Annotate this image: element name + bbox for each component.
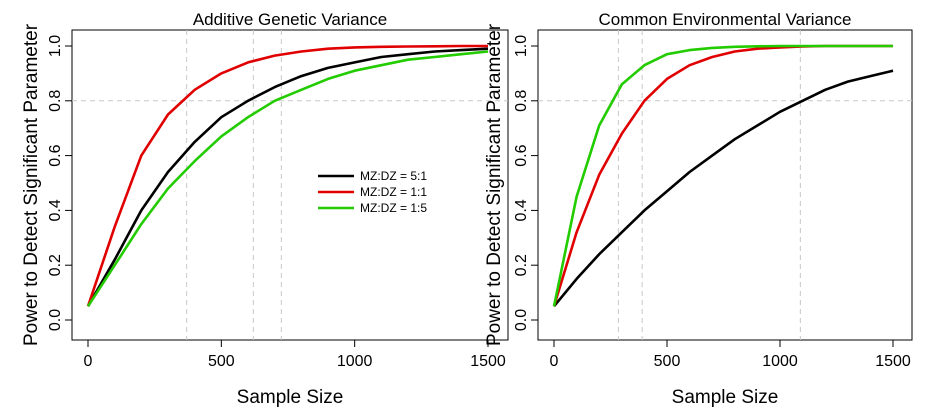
x-tick-label: 1000 <box>762 353 798 370</box>
x-tick-label: 0 <box>84 353 93 370</box>
x-axis-ticks: 0 500 1000 1500 <box>84 340 506 370</box>
y-tick-label: 0.0 <box>513 309 530 331</box>
series-line <box>86 44 488 307</box>
x-tick-label: 1500 <box>470 353 506 370</box>
series-line <box>86 47 489 307</box>
reference-lines <box>538 30 912 340</box>
y-tick-label: 1.0 <box>513 35 530 57</box>
reference-lines <box>72 30 508 340</box>
panel-common-environmental: 0 500 1000 1500 0.0 0.2 0.4 0.6 0.8 1.0 Common E… <box>484 10 913 408</box>
y-tick-label: 0.4 <box>513 199 530 221</box>
y-axis-ticks: 0.0 0.2 0.4 0.6 0.8 1.0 <box>47 35 72 331</box>
panel-additive-genetic: 0 500 1000 1500 0.0 0.2 0.4 0.6 0.8 1.0 Additive… <box>21 10 509 408</box>
x-tick-label: 500 <box>208 353 235 370</box>
series-line <box>552 44 893 307</box>
legend-label: MZ:DZ = 1:5 <box>360 201 427 215</box>
chart-title: Additive Genetic Variance <box>193 10 387 29</box>
series-lines <box>552 44 894 308</box>
y-tick-label: 1.0 <box>47 35 64 57</box>
y-axis-label: Power to Detect Significant Parameter <box>484 23 505 346</box>
y-tick-label: 0.6 <box>513 144 530 166</box>
legend: MZ:DZ = 5:1 MZ:DZ = 1:1 MZ:DZ = 1:5 <box>318 169 427 215</box>
x-axis-ticks: 0 500 1000 1500 <box>550 340 911 370</box>
legend-label: MZ:DZ = 5:1 <box>360 169 427 183</box>
chart-title: Common Environmental Variance <box>599 10 852 29</box>
plot-area-common-environmental <box>537 29 913 341</box>
x-tick-label: 0 <box>550 353 559 370</box>
x-tick-label: 500 <box>654 353 681 370</box>
x-tick-label: 1000 <box>337 353 373 370</box>
x-tick-label: 1500 <box>875 353 911 370</box>
y-tick-label: 0.2 <box>47 254 64 276</box>
y-tick-label: 0.0 <box>47 309 64 331</box>
series-line <box>552 69 894 308</box>
series-line <box>86 50 489 308</box>
x-axis-label: Sample Size <box>237 387 344 408</box>
x-axis-label: Sample Size <box>672 387 779 408</box>
y-axis-label: Power to Detect Significant Parameter <box>21 23 42 346</box>
y-tick-label: 0.4 <box>47 199 64 221</box>
y-tick-label: 0.8 <box>47 90 64 112</box>
series-line <box>552 44 893 307</box>
series-lines <box>86 44 489 308</box>
y-axis-ticks: 0.0 0.2 0.4 0.6 0.8 1.0 <box>513 35 538 331</box>
y-tick-label: 0.6 <box>47 144 64 166</box>
legend-label: MZ:DZ = 1:1 <box>360 185 427 199</box>
y-tick-label: 0.2 <box>513 254 530 276</box>
plot-area-additive-genetic <box>71 29 509 341</box>
y-tick-label: 0.8 <box>513 90 530 112</box>
